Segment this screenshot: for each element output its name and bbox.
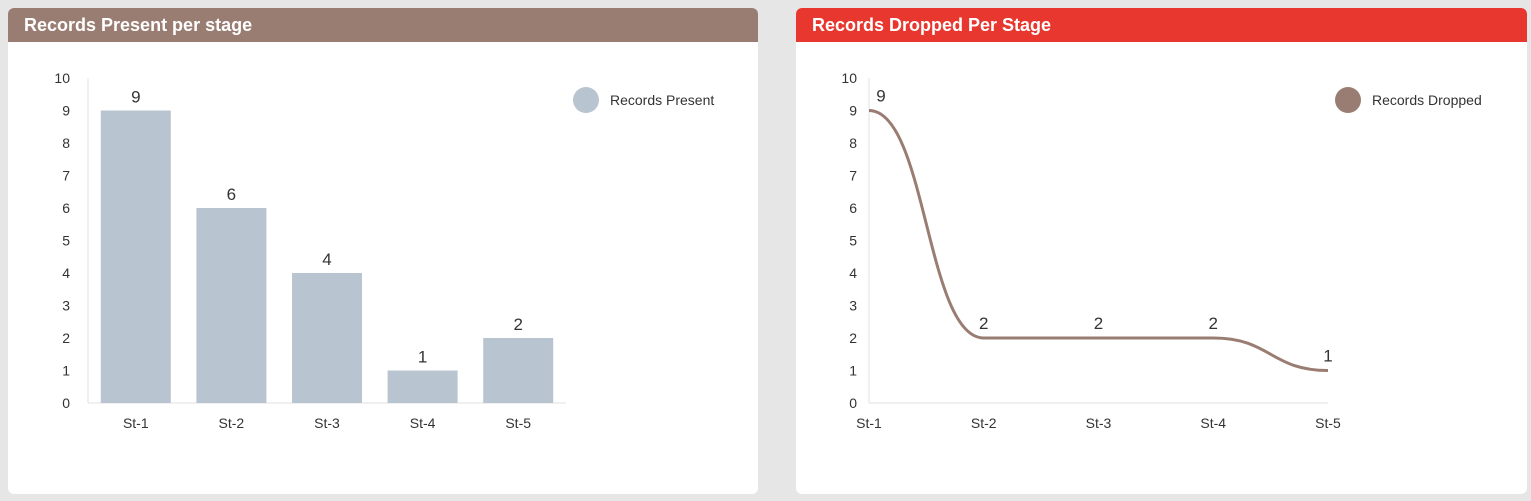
x-tick-label: St-5 xyxy=(1315,415,1341,431)
y-tick-label: 9 xyxy=(62,103,70,119)
records-present-header: Records Present per stage xyxy=(8,8,758,42)
bar xyxy=(100,110,171,403)
y-tick-label: 7 xyxy=(849,168,857,184)
y-tick-label: 5 xyxy=(62,233,70,249)
data-label: 1 xyxy=(418,348,427,367)
y-tick-label: 6 xyxy=(849,200,857,216)
x-tick-label: St-4 xyxy=(410,415,436,431)
data-label: 2 xyxy=(513,315,522,334)
bar xyxy=(387,370,458,403)
y-tick-label: 0 xyxy=(62,395,70,411)
y-tick-label: 1 xyxy=(62,363,70,379)
data-label: 6 xyxy=(227,185,236,204)
data-label: 9 xyxy=(131,88,140,107)
y-tick-label: 3 xyxy=(62,298,70,314)
data-label: 2 xyxy=(979,314,988,333)
y-tick-label: 3 xyxy=(849,298,857,314)
y-tick-label: 7 xyxy=(62,168,70,184)
y-tick-label: 0 xyxy=(849,395,857,411)
y-tick-label: 5 xyxy=(849,233,857,249)
legend-marker xyxy=(1335,87,1361,113)
bar xyxy=(292,273,362,403)
y-tick-label: 4 xyxy=(849,265,857,281)
series-line xyxy=(868,109,1329,372)
x-tick-label: St-1 xyxy=(123,415,149,431)
x-tick-label: St-5 xyxy=(505,415,531,431)
legend-label: Records Dropped xyxy=(1372,92,1482,108)
x-tick-label: St-2 xyxy=(219,415,245,431)
y-tick-label: 6 xyxy=(62,200,70,216)
bar xyxy=(483,338,554,403)
bar xyxy=(196,208,267,403)
records-present-card: Records Present per stage 0 1 2 3 4 5 6 7 8 9 10 9 S… xyxy=(8,8,758,494)
records-dropped-header: Records Dropped Per Stage xyxy=(796,8,1527,42)
y-tick-label: 8 xyxy=(849,135,857,151)
legend-marker xyxy=(573,87,599,113)
records-dropped-chart: 0 1 2 3 4 5 6 7 8 9 10 9 St-1 2 St-2 2 St-3 2 St-4 1 St-5 Rec… xyxy=(841,70,1482,431)
x-tick-label: St-4 xyxy=(1200,415,1226,431)
records-present-chart: 0 1 2 3 4 5 6 7 8 9 10 9 St-1 6 St-2 4 St-3 1 St-4 2 St-5 Rec… xyxy=(54,70,714,431)
y-tick-label: 2 xyxy=(849,330,857,346)
y-tick-label: 10 xyxy=(841,70,857,86)
data-label: 2 xyxy=(1094,314,1103,333)
legend-label: Records Present xyxy=(610,92,714,108)
y-tick-label: 10 xyxy=(54,70,70,86)
y-tick-label: 2 xyxy=(62,330,70,346)
x-tick-label: St-1 xyxy=(856,415,882,431)
y-tick-label: 9 xyxy=(849,103,857,119)
data-label: 4 xyxy=(322,250,331,269)
data-label: 9 xyxy=(876,87,885,106)
records-dropped-card: Records Dropped Per Stage 0 1 2 3 4 5 6 7 8 9 10 9 S… xyxy=(796,8,1527,494)
y-tick-label: 8 xyxy=(62,135,70,151)
data-label: 2 xyxy=(1209,314,1218,333)
x-tick-label: St-3 xyxy=(1086,415,1112,431)
data-label: 1 xyxy=(1323,347,1332,366)
y-tick-label: 1 xyxy=(849,363,857,379)
x-tick-label: St-3 xyxy=(314,415,340,431)
x-tick-label: St-2 xyxy=(971,415,997,431)
y-tick-label: 4 xyxy=(62,265,70,281)
